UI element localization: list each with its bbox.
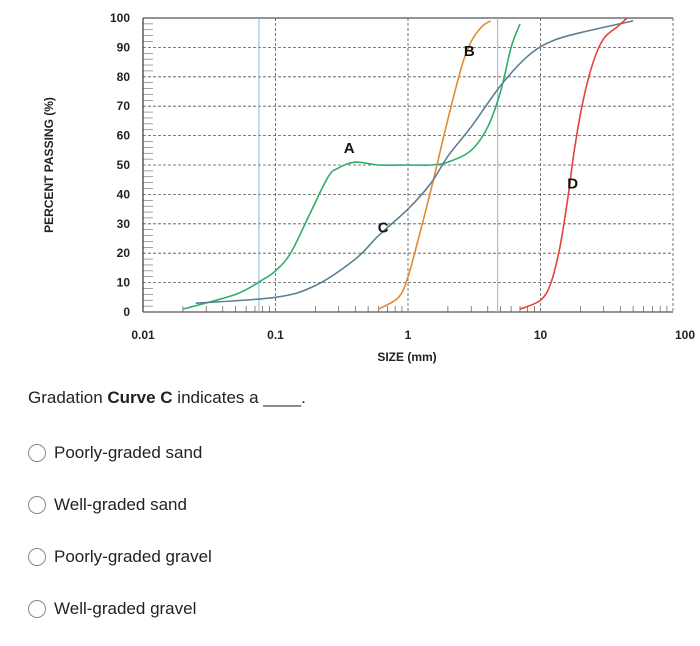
- y-tick-label: 0: [123, 305, 130, 319]
- question-bold: Curve C: [107, 388, 173, 407]
- chart-curves: [182, 17, 634, 310]
- curve-label-a: A: [344, 140, 355, 157]
- y-tick-label: 30: [117, 217, 131, 231]
- curve-label-b: B: [464, 43, 475, 60]
- curve-d: [519, 17, 628, 310]
- reference-lines: [258, 18, 499, 312]
- option-label: Well-graded sand: [54, 495, 187, 514]
- x-tick-label: 100: [675, 328, 695, 342]
- question-suffix: indicates a ____.: [172, 388, 306, 407]
- y-tick-label: 100: [110, 11, 130, 25]
- chart-labels: A B C D: [344, 43, 578, 236]
- curve-label-c: C: [378, 220, 389, 237]
- curve-c: [195, 20, 634, 304]
- radio-button[interactable]: [28, 444, 46, 462]
- option-poorly-graded-gravel[interactable]: Poorly-graded gravel: [28, 542, 212, 572]
- x-tick-label: 10: [534, 328, 548, 342]
- x-tick-label: 1: [405, 328, 412, 342]
- radio-button[interactable]: [28, 600, 46, 618]
- question-text: Gradation Curve C indicates a ____.: [28, 388, 306, 408]
- option-label: Well-graded gravel: [54, 599, 197, 618]
- curve-label-d: D: [567, 176, 578, 193]
- y-tick-label: 60: [117, 129, 131, 143]
- radio-button[interactable]: [28, 548, 46, 566]
- curve-a: [182, 23, 521, 310]
- question-prefix: Gradation: [28, 388, 108, 407]
- x-tick-label: 0.01: [131, 328, 155, 342]
- x-axis-title: SIZE (mm): [377, 350, 436, 364]
- curve-b: [378, 20, 492, 310]
- option-label: Poorly-graded gravel: [54, 547, 212, 566]
- option-well-graded-sand[interactable]: Well-graded sand: [28, 490, 212, 520]
- y-tick-label: 70: [117, 99, 131, 113]
- y-tick-label: 20: [117, 246, 131, 260]
- option-label: Poorly-graded sand: [54, 443, 203, 462]
- y-tick-label: 90: [117, 40, 131, 54]
- x-tick-label: 0.1: [267, 328, 284, 342]
- y-tick-label: 40: [117, 187, 131, 201]
- gradation-chart: A B C D 0 10 20 30 40 50 60 70 80 90 100 0.01 0.1 1 10 100…: [42, 11, 695, 364]
- radio-button[interactable]: [28, 496, 46, 514]
- y-tick-label: 80: [117, 70, 131, 84]
- y-tick-label: 10: [117, 276, 131, 290]
- y-axis-title: PERCENT PASSING (%): [42, 97, 56, 233]
- chart-ticks: 0 10 20 30 40 50 60 70 80 90 100 0.01 0.1 1 10 100: [110, 11, 695, 342]
- option-poorly-graded-sand[interactable]: Poorly-graded sand: [28, 438, 212, 468]
- y-tick-label: 50: [117, 158, 131, 172]
- answer-options: Poorly-graded sand Well-graded sand Poor…: [28, 438, 212, 646]
- option-well-graded-gravel[interactable]: Well-graded gravel: [28, 594, 212, 624]
